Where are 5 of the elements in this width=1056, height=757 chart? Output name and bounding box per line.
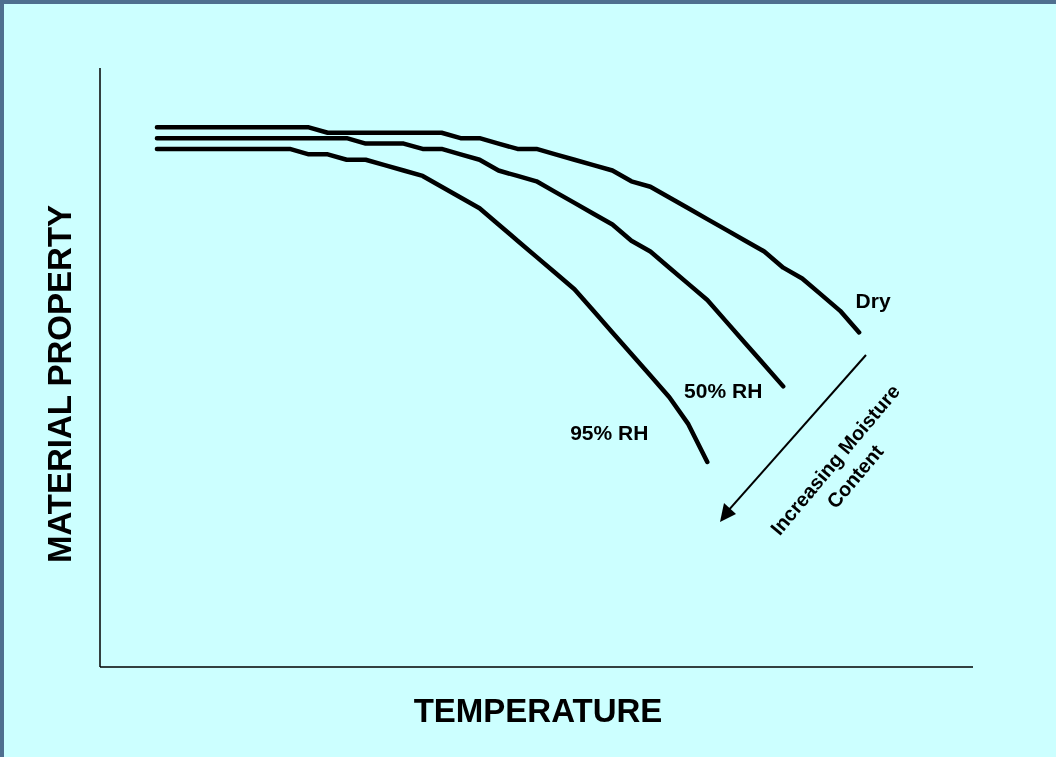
- y-axis-title: MATERIAL PROPERTY: [41, 204, 79, 564]
- series-label: 50% RH: [684, 379, 763, 403]
- series-label: 95% RH: [570, 420, 649, 444]
- series-label: Dry: [855, 289, 891, 313]
- x-axis-title: TEMPERATURE: [413, 692, 663, 729]
